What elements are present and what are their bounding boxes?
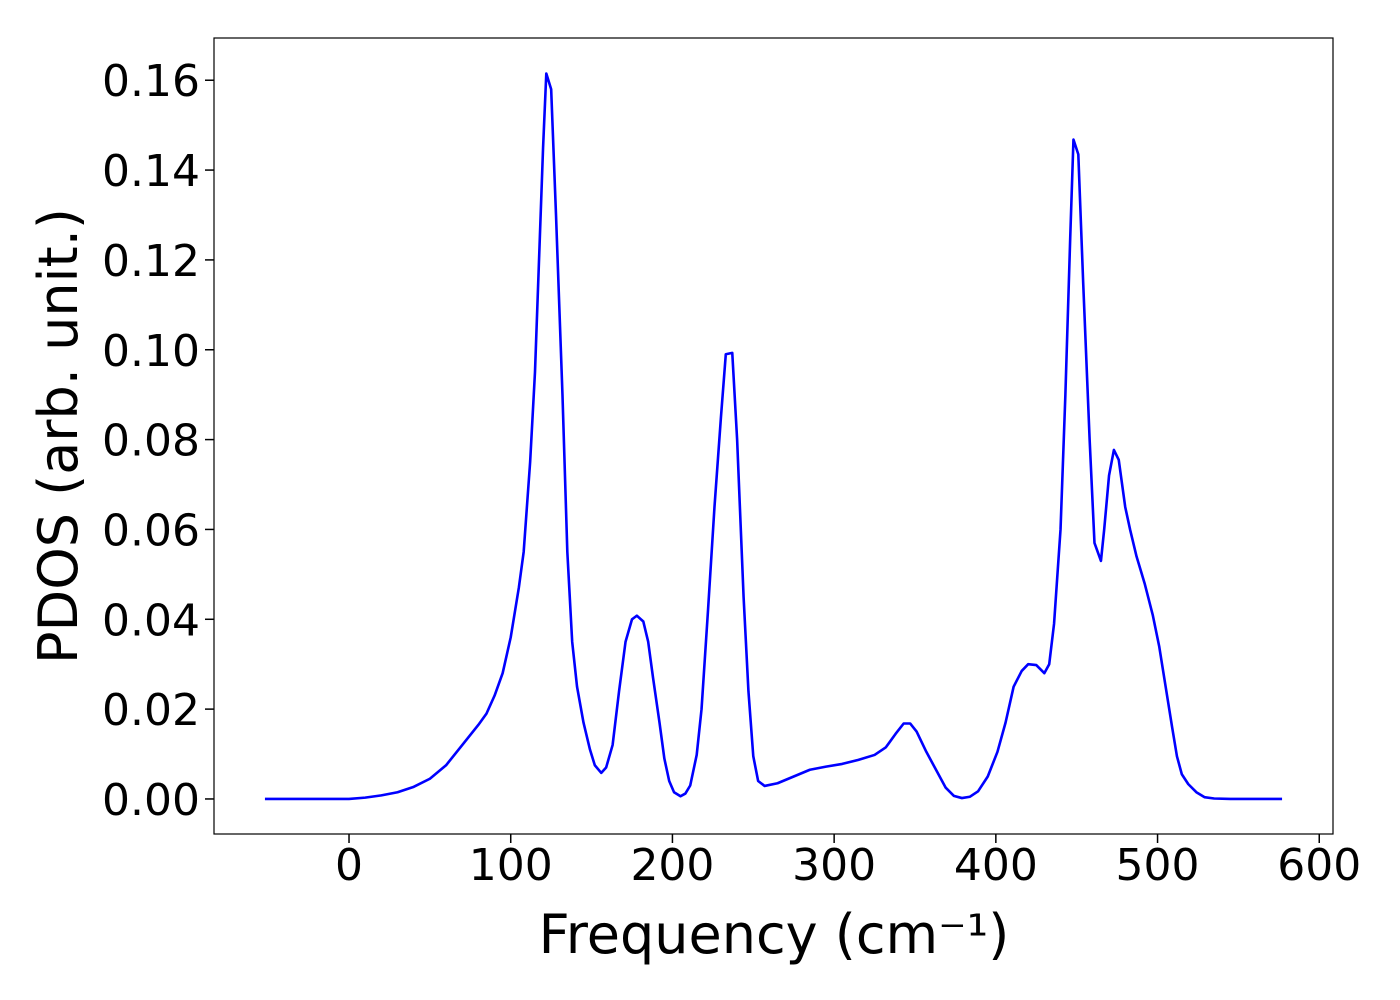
y-tick-label: 0.06 — [102, 505, 200, 556]
x-axis-label: Frequency (cm⁻¹) — [539, 903, 1010, 966]
plot-frame — [213, 37, 1334, 835]
y-tick-label: 0.12 — [102, 236, 200, 287]
y-tick-label: 0.02 — [102, 685, 200, 736]
x-tick-label: 500 — [1116, 840, 1200, 891]
y-tick-label: 0.14 — [102, 146, 200, 197]
y-tick-label: 0.10 — [102, 326, 200, 377]
x-tick-label: 400 — [954, 840, 1038, 891]
y-tick-label: 0.08 — [102, 416, 200, 467]
line-series — [264, 72, 1283, 801]
y-tick-label: 0.04 — [102, 595, 200, 646]
x-tick-label: 200 — [630, 840, 714, 891]
x-tick-label: 100 — [469, 840, 553, 891]
x-tick-label: 300 — [792, 840, 876, 891]
x-tick-label: 0 — [335, 840, 363, 891]
x-tick-label: 600 — [1277, 840, 1361, 891]
y-tick-label: 0.16 — [102, 56, 200, 107]
y-tick-label: 0.00 — [102, 775, 200, 826]
y-axis-label: PDOS (arb. unit.) — [27, 208, 90, 664]
